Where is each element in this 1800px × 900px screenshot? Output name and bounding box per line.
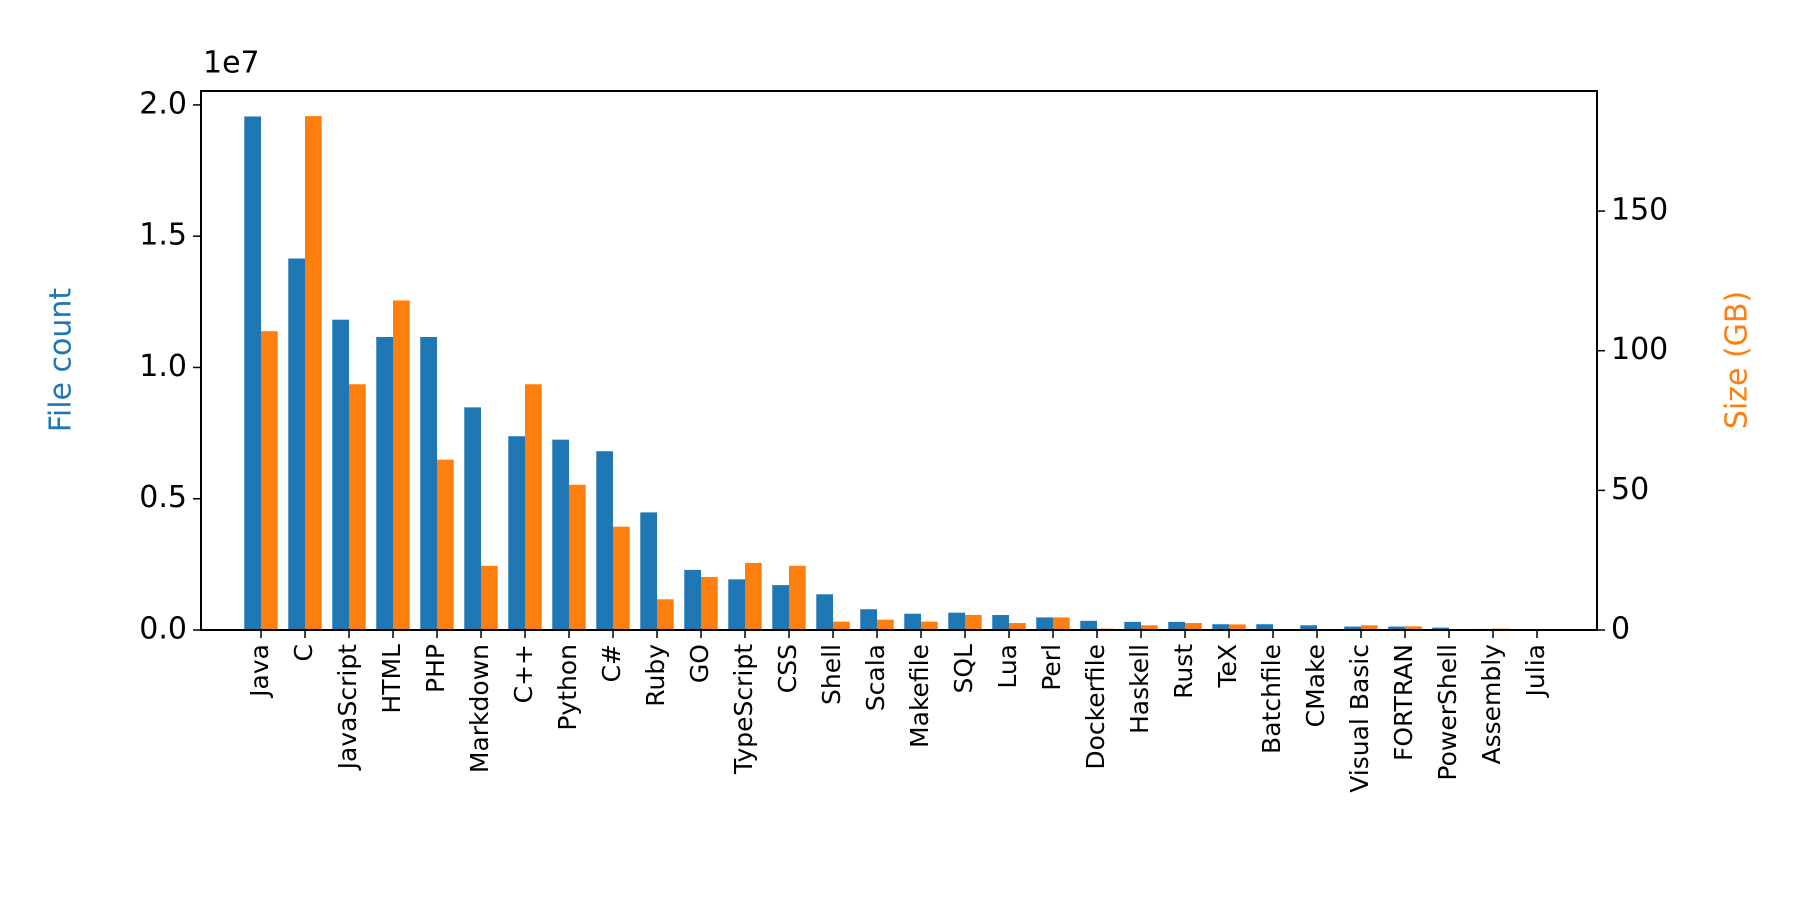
bar (1185, 623, 1202, 630)
bar (552, 439, 569, 630)
x-tick-label: Dockerfile (1081, 644, 1110, 770)
x-tick-label: FORTRAN (1389, 644, 1418, 761)
x-tick-label: Julia (1521, 644, 1550, 698)
y2-tick-label: 50 (1611, 472, 1649, 507)
bar (1361, 625, 1378, 630)
x-tick-label: C# (597, 644, 626, 682)
x-tick-label: Scala (861, 644, 890, 711)
bar (508, 436, 525, 630)
y-tick-label: 1.0 (139, 349, 187, 384)
bar (393, 300, 410, 630)
x-tick-label: Batchfile (1257, 644, 1286, 754)
x-tick-label: Ruby (641, 644, 670, 707)
y-tick-label: 0.5 (139, 480, 187, 515)
bar (1080, 620, 1097, 630)
bar (1256, 624, 1273, 630)
bar (1036, 617, 1053, 630)
x-tick-label: Makefile (905, 644, 934, 748)
bar (948, 612, 965, 630)
x-tick-label: Lua (993, 644, 1022, 689)
x-tick-label: TeX (1213, 644, 1242, 689)
bar (904, 613, 921, 630)
x-tick-label: CSS (773, 644, 802, 693)
bar (1124, 621, 1141, 630)
bar (481, 565, 498, 630)
x-tick-label: JavaScript (333, 644, 362, 772)
bar (772, 585, 789, 630)
bar (1432, 627, 1449, 630)
bar (437, 459, 454, 630)
x-tick-label: Java (245, 644, 274, 699)
y-axis-label: File count (44, 288, 79, 433)
y2-tick-label: 150 (1611, 193, 1668, 228)
bar (1229, 624, 1246, 630)
x-tick-label: Rust (1169, 644, 1198, 699)
bar (640, 512, 657, 630)
bar (745, 562, 762, 630)
x-tick-label: Python (553, 644, 582, 731)
y-offset-label: 1e7 (203, 46, 260, 81)
x-tick-label: CMake (1301, 644, 1330, 727)
x-tick-label: Haskell (1125, 644, 1154, 734)
bar (1168, 621, 1185, 630)
x-tick-label: TypeScript (729, 644, 758, 775)
bar (728, 579, 745, 630)
bar (992, 615, 1009, 630)
bar (332, 319, 349, 630)
bar (1141, 625, 1158, 630)
bar (525, 384, 542, 630)
bar (349, 384, 366, 630)
bar (1009, 623, 1026, 630)
x-tick-label: HTML (377, 644, 406, 714)
bar (1344, 626, 1361, 630)
x-tick-label: GO (685, 644, 714, 683)
plot-frame (200, 90, 1598, 631)
x-tick-label: Markdown (465, 644, 494, 773)
bar (921, 621, 938, 630)
bar (657, 599, 674, 630)
bar (613, 526, 630, 630)
bar (1212, 624, 1229, 630)
x-tick-label: Assembly (1477, 644, 1506, 765)
bar (569, 484, 586, 630)
x-tick-label: C++ (509, 644, 538, 703)
bar (860, 609, 877, 630)
y2-axis-label: Size (GB) (1720, 291, 1755, 429)
y-tick-label: 2.0 (139, 86, 187, 121)
bar (596, 451, 613, 630)
x-tick-label: SQL (949, 644, 978, 694)
bar (376, 337, 393, 630)
x-tick-label: Visual Basic (1345, 644, 1374, 793)
x-tick-label: PowerShell (1433, 644, 1462, 781)
y-tick-label: 1.5 (139, 218, 187, 253)
bar (1405, 626, 1422, 630)
bar (1053, 617, 1070, 630)
bar (1388, 626, 1405, 630)
bar (816, 594, 833, 630)
bar (877, 619, 894, 630)
bar (420, 337, 437, 630)
bar (244, 116, 261, 631)
bar (833, 621, 850, 630)
bar (305, 116, 322, 631)
bar (288, 258, 305, 630)
x-tick-label: Perl (1037, 644, 1066, 691)
y2-tick-label: 0 (1611, 612, 1630, 647)
bar (701, 576, 718, 630)
bar (261, 331, 278, 630)
bar (684, 569, 701, 630)
x-tick-label: C (289, 644, 318, 661)
x-tick-label: Shell (817, 644, 846, 705)
bar (464, 407, 481, 630)
bar (965, 614, 982, 630)
y2-tick-label: 100 (1611, 332, 1668, 367)
bar (789, 565, 806, 630)
x-tick-label: PHP (421, 644, 450, 693)
bar (1300, 625, 1317, 630)
y-tick-label: 0.0 (139, 612, 187, 647)
